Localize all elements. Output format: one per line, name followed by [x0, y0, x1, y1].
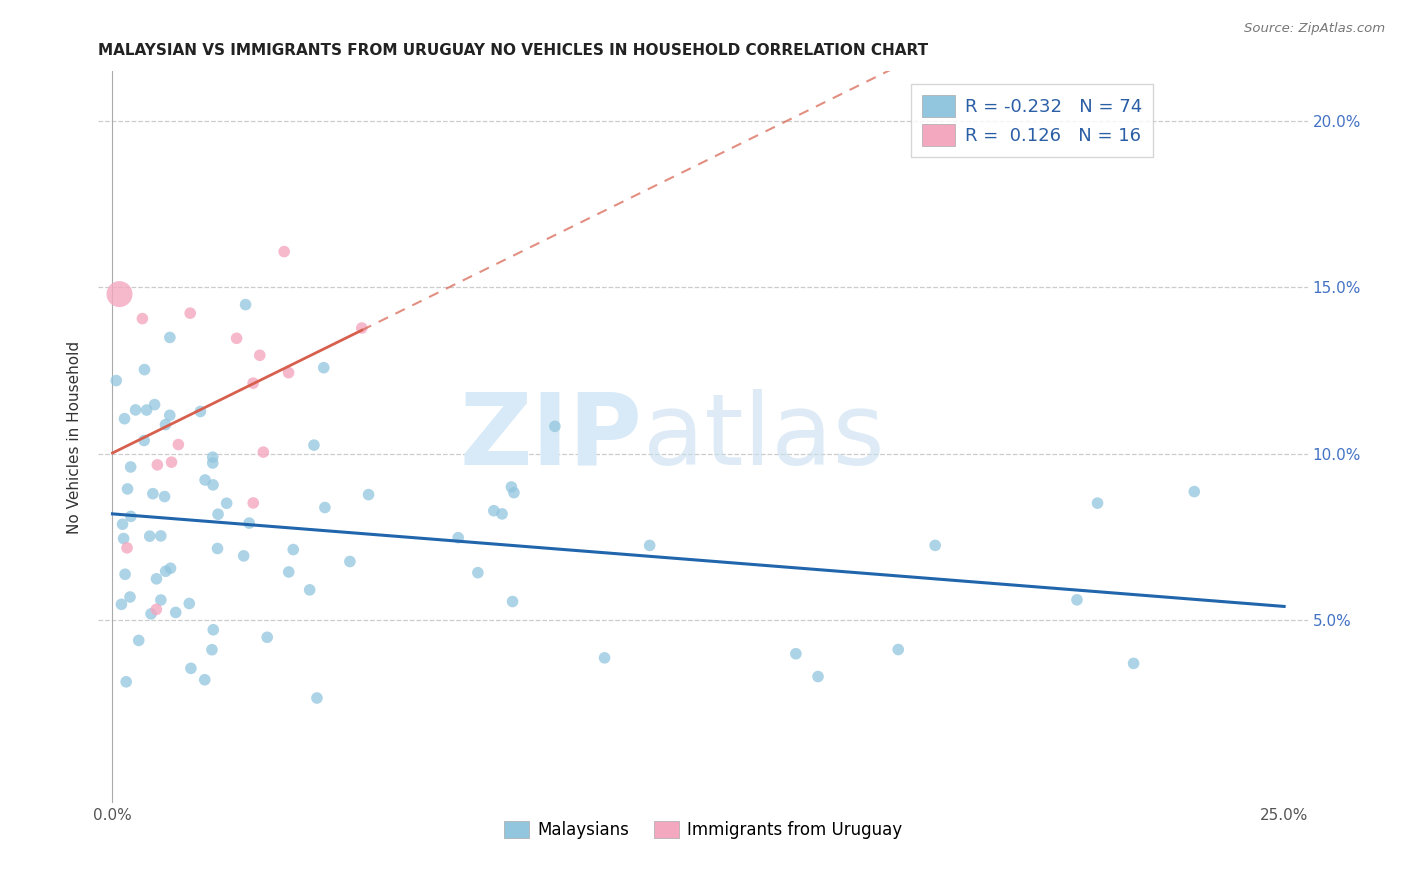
Point — [131, 311, 153, 326]
Point — [924, 538, 946, 552]
Point — [1122, 657, 1144, 671]
Point — [135, 403, 157, 417]
Point — [108, 287, 131, 301]
Point — [201, 456, 224, 470]
Point — [283, 542, 305, 557]
Point — [503, 485, 526, 500]
Point — [207, 541, 229, 556]
Text: MALAYSIAN VS IMMIGRANTS FROM URUGUAY NO VEHICLES IN HOUSEHOLD CORRELATION CHART: MALAYSIAN VS IMMIGRANTS FROM URUGUAY NO … — [98, 43, 928, 58]
Point — [502, 594, 524, 608]
Point — [1066, 592, 1088, 607]
Point — [312, 360, 335, 375]
Point — [202, 623, 225, 637]
Point — [887, 642, 910, 657]
Point — [225, 331, 247, 345]
Legend: Malaysians, Immigrants from Uruguay: Malaysians, Immigrants from Uruguay — [496, 814, 910, 846]
Point — [190, 404, 212, 418]
Point — [638, 538, 661, 552]
Point — [134, 434, 156, 448]
Point — [467, 566, 489, 580]
Point — [143, 398, 166, 412]
Text: ZIP: ZIP — [460, 389, 643, 485]
Point — [160, 455, 183, 469]
Point — [179, 597, 201, 611]
Point — [277, 565, 299, 579]
Point — [807, 669, 830, 683]
Point — [117, 482, 139, 496]
Point — [593, 650, 616, 665]
Point — [149, 593, 172, 607]
Point — [159, 409, 181, 423]
Point — [447, 531, 470, 545]
Point — [201, 642, 224, 657]
Point — [145, 572, 167, 586]
Point — [159, 330, 181, 344]
Point — [149, 529, 172, 543]
Point — [138, 529, 160, 543]
Point — [112, 532, 135, 546]
Point — [153, 490, 176, 504]
Point — [165, 606, 187, 620]
Point — [207, 507, 229, 521]
Point — [114, 411, 136, 425]
Point — [249, 348, 271, 362]
Point — [256, 630, 278, 644]
Point — [114, 567, 136, 582]
Point — [1087, 496, 1109, 510]
Point — [298, 582, 321, 597]
Point — [110, 597, 132, 611]
Point — [142, 486, 165, 500]
Point — [120, 509, 142, 524]
Point — [180, 661, 202, 675]
Point — [179, 306, 201, 320]
Point — [357, 487, 380, 501]
Point — [159, 561, 181, 575]
Point — [314, 500, 336, 515]
Point — [155, 564, 177, 578]
Point — [242, 496, 264, 510]
Point — [277, 366, 299, 380]
Point — [242, 376, 264, 391]
Point — [115, 541, 138, 555]
Point — [273, 244, 295, 259]
Point — [194, 673, 217, 687]
Point — [501, 480, 523, 494]
Point — [1182, 484, 1205, 499]
Point — [201, 450, 224, 465]
Point — [120, 459, 142, 474]
Point — [124, 403, 146, 417]
Point — [339, 555, 361, 569]
Text: atlas: atlas — [643, 389, 884, 485]
Point — [115, 674, 138, 689]
Point — [215, 496, 238, 510]
Point — [232, 549, 254, 563]
Point — [252, 445, 274, 459]
Point — [785, 647, 807, 661]
Point — [134, 362, 156, 376]
Point — [155, 417, 177, 432]
Point — [146, 458, 169, 472]
Point — [167, 437, 190, 451]
Point — [128, 633, 150, 648]
Point — [118, 590, 141, 604]
Point — [235, 297, 257, 311]
Point — [544, 419, 567, 434]
Point — [491, 507, 513, 521]
Y-axis label: No Vehicles in Household: No Vehicles in Household — [67, 341, 83, 533]
Text: Source: ZipAtlas.com: Source: ZipAtlas.com — [1244, 22, 1385, 36]
Point — [145, 602, 167, 616]
Point — [305, 691, 328, 706]
Point — [194, 473, 217, 487]
Point — [350, 321, 373, 335]
Point — [139, 607, 162, 621]
Point — [202, 478, 225, 492]
Point — [238, 516, 260, 530]
Point — [482, 504, 505, 518]
Point — [105, 374, 128, 388]
Point — [111, 517, 134, 532]
Point — [302, 438, 325, 452]
